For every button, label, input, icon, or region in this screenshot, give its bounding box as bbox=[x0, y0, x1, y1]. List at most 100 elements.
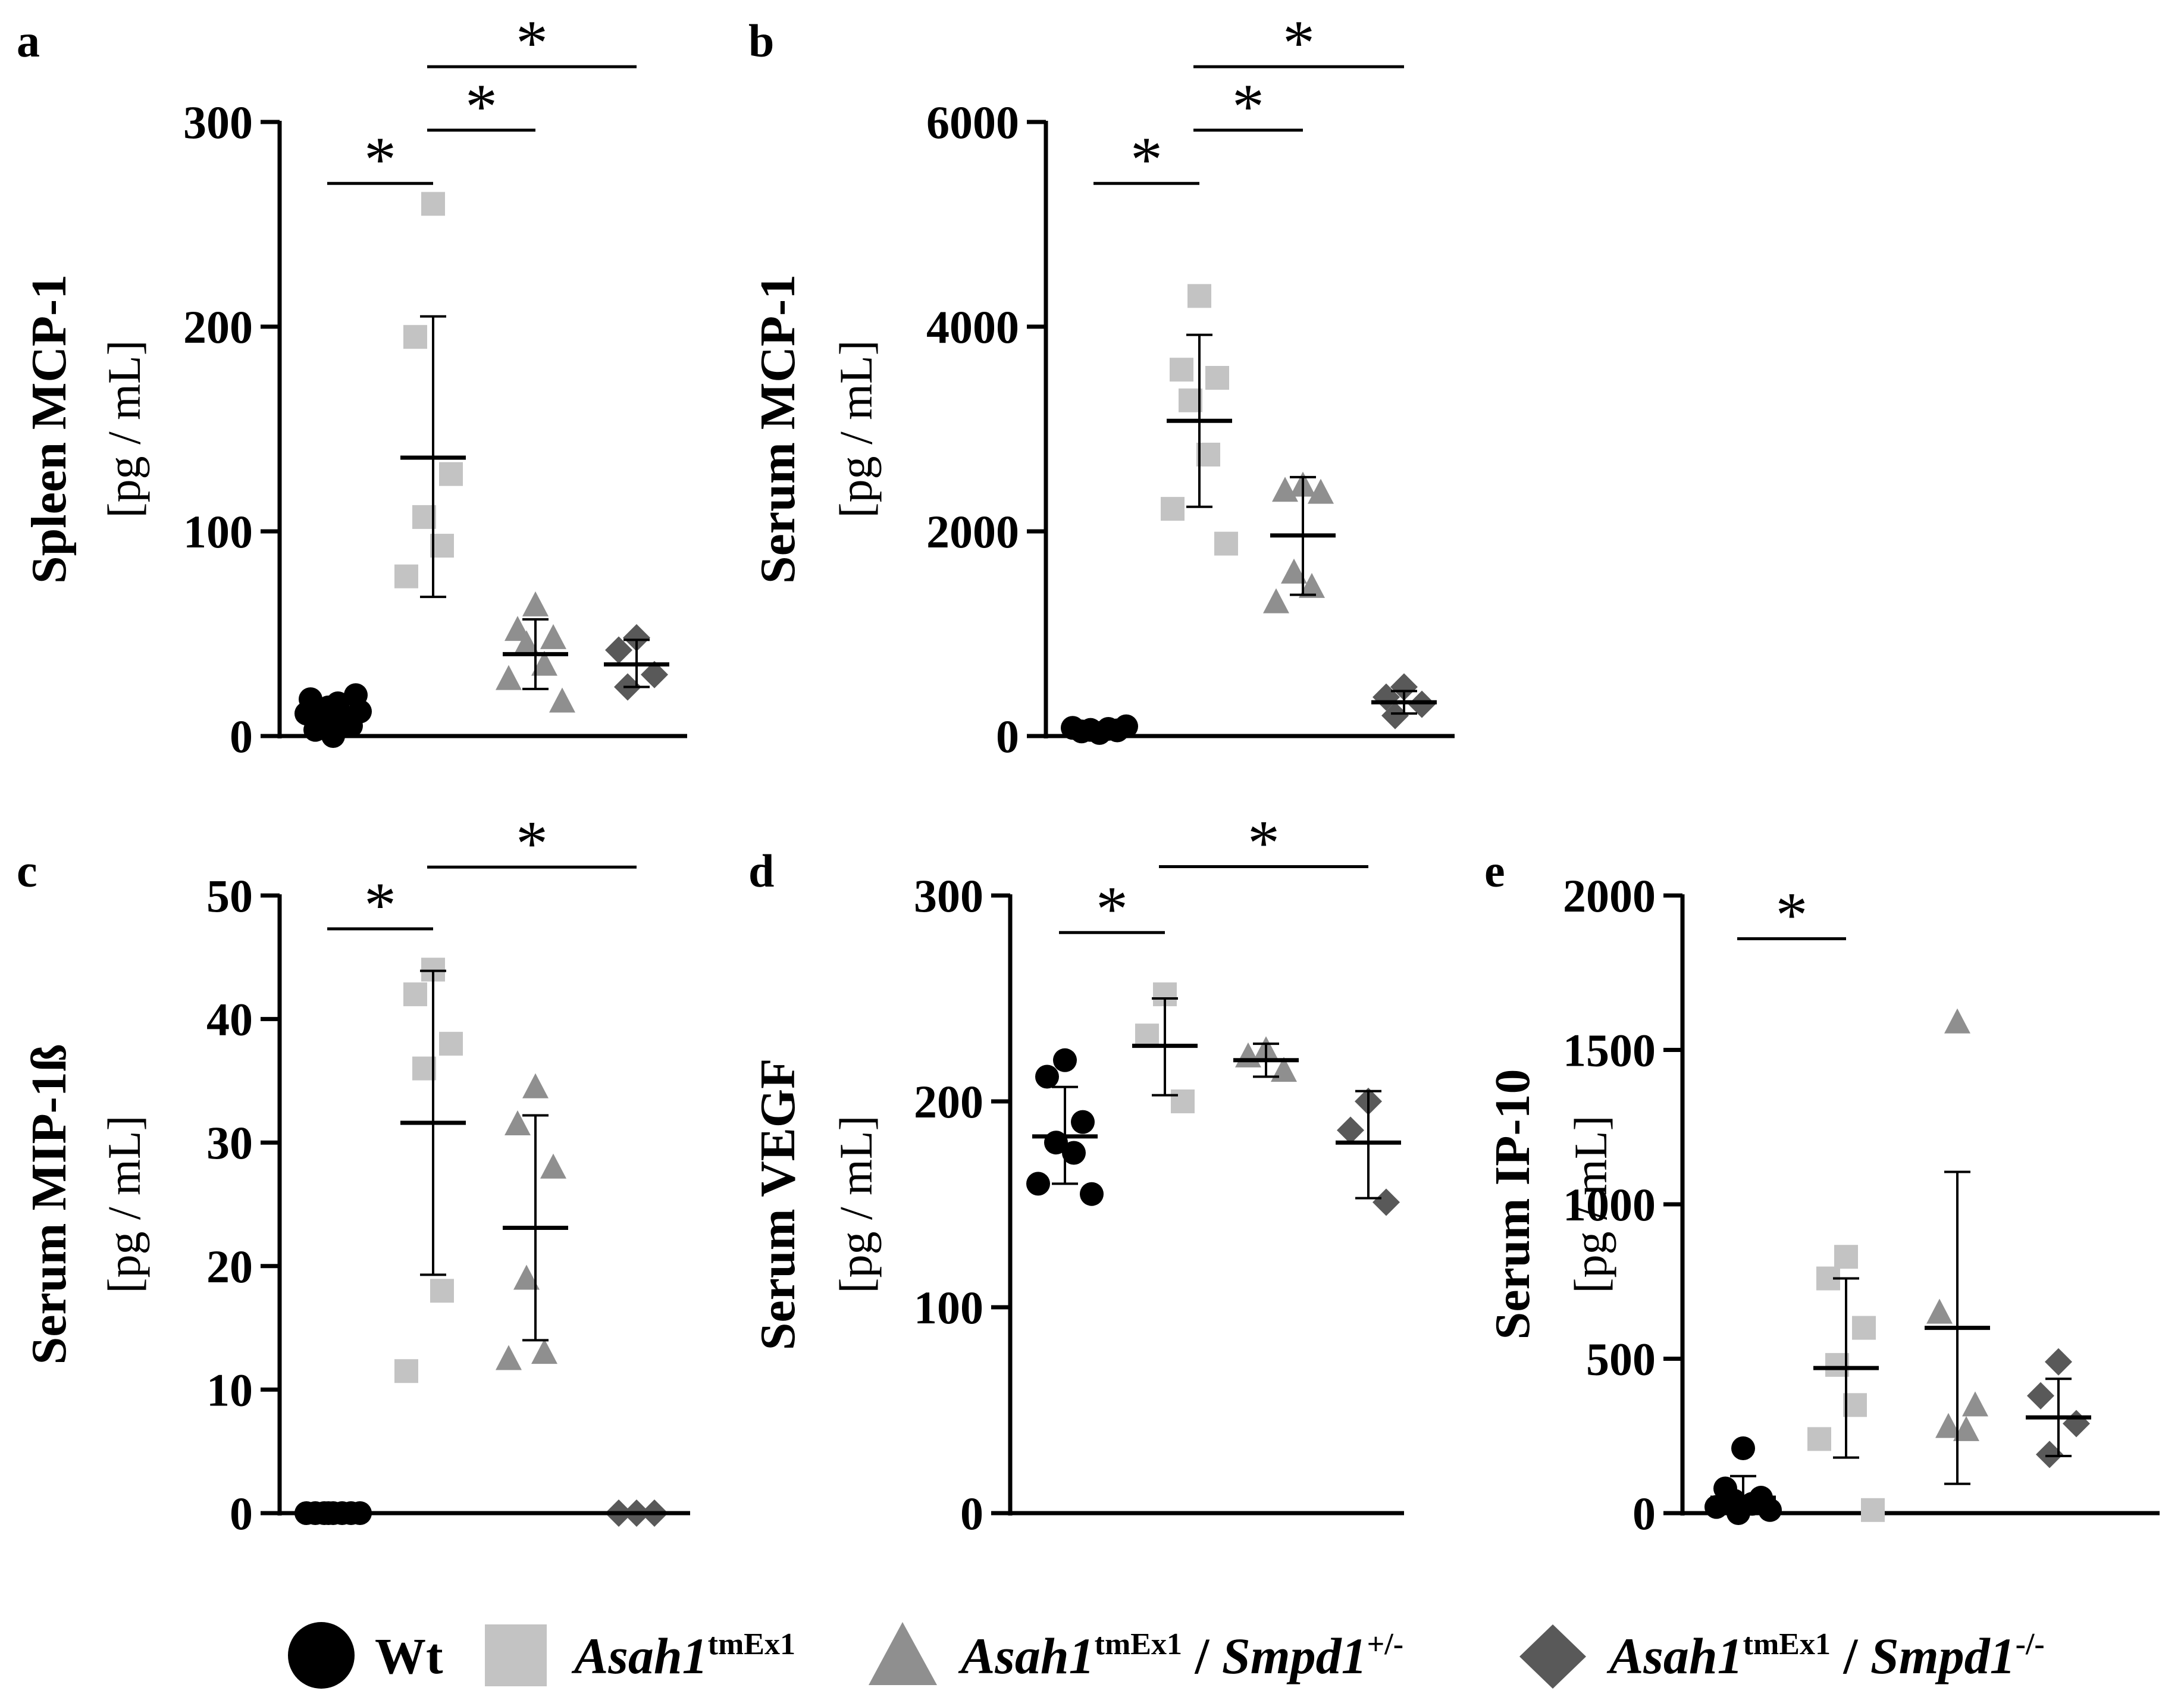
y-tick-label-e-2: 1000 bbox=[1563, 1179, 1656, 1231]
point-d-wt-1 bbox=[1035, 1064, 1059, 1089]
y-tick-label-e-0: 0 bbox=[1632, 1488, 1656, 1539]
point-c-het-5 bbox=[496, 1345, 522, 1370]
point-e-het-3 bbox=[1935, 1413, 1961, 1438]
sig-star-e-0: * bbox=[1776, 880, 1808, 951]
point-c-asah1-5 bbox=[394, 1359, 418, 1383]
y-tick-label-b-1: 2000 bbox=[926, 506, 1019, 558]
legend-wt-label: Wt bbox=[375, 1627, 443, 1685]
panel-letter-b: b bbox=[748, 15, 774, 67]
sig-star-b-0: * bbox=[1130, 124, 1162, 195]
panel-d: d Serum VEGF [pg / mL] 0 100 200 300 * * bbox=[748, 808, 1404, 1539]
point-e-ko-1 bbox=[2027, 1382, 2054, 1410]
point-e-asah1-2 bbox=[1852, 1316, 1876, 1340]
point-d-wt-4 bbox=[1062, 1141, 1086, 1165]
point-b-asah1-2 bbox=[1205, 366, 1229, 390]
point-e-asah1-0 bbox=[1834, 1245, 1858, 1269]
y-axis-unit-c: [pg / mL] bbox=[98, 1116, 150, 1294]
point-d-asah1-2 bbox=[1171, 1089, 1195, 1113]
panel-a: a Spleen MCP-1 [pg / mL] 0 100 200 300 * * * bbox=[17, 8, 687, 762]
point-c-het-2 bbox=[540, 1153, 566, 1179]
point-b-het-4 bbox=[1299, 572, 1325, 598]
y-tick-label-d-1: 100 bbox=[914, 1282, 983, 1333]
point-b-asah1-1 bbox=[1170, 358, 1193, 382]
point-d-wt-5 bbox=[1026, 1172, 1050, 1196]
y-tick-label-d-2: 200 bbox=[914, 1076, 983, 1128]
point-a-het-0 bbox=[522, 591, 549, 616]
y-tick-label-b-0: 0 bbox=[996, 710, 1019, 762]
point-a-het-3 bbox=[513, 630, 540, 656]
sig-star-b-2: * bbox=[1283, 8, 1315, 79]
point-a-het-1 bbox=[505, 616, 531, 641]
point-e-ko-2 bbox=[2063, 1410, 2090, 1438]
y-tick-label-d-0: 0 bbox=[960, 1488, 983, 1539]
point-e-wt-6 bbox=[1758, 1498, 1782, 1522]
y-tick-label-c-2: 20 bbox=[206, 1241, 253, 1292]
point-b-het-1 bbox=[1272, 477, 1298, 502]
point-a-het-6 bbox=[549, 687, 575, 713]
y-axis-title-a: Spleen MCP-1 bbox=[21, 274, 77, 584]
y-tick-label-a-2: 200 bbox=[183, 301, 253, 353]
sig-star-d-0: * bbox=[1096, 873, 1128, 944]
sig-star-c-1: * bbox=[516, 808, 548, 879]
sig-star-d-1: * bbox=[1248, 808, 1280, 879]
point-e-het-4 bbox=[1953, 1416, 1979, 1441]
y-axis-unit-d: [pg / mL] bbox=[830, 1116, 882, 1294]
point-c-het-4 bbox=[531, 1339, 557, 1364]
point-d-wt-6 bbox=[1080, 1182, 1104, 1206]
legend-ko-marker bbox=[1519, 1624, 1586, 1689]
point-a-ko-1 bbox=[605, 636, 632, 664]
point-a-asah1-1 bbox=[403, 325, 427, 349]
y-axis-unit-a: [pg / mL] bbox=[98, 340, 150, 518]
point-d-ko-2 bbox=[1373, 1188, 1400, 1216]
legend-ko-label: Asah1tmEx1 / Smpd1-/- bbox=[1606, 1627, 2045, 1685]
point-e-wt-0 bbox=[1731, 1436, 1755, 1461]
point-a-asah1-2 bbox=[439, 462, 463, 486]
point-c-asah1-1 bbox=[403, 982, 427, 1007]
legend-asah1-label: Asah1tmEx1 bbox=[571, 1627, 795, 1685]
y-tick-label-c-4: 40 bbox=[206, 994, 253, 1045]
point-b-ko-0 bbox=[1390, 673, 1418, 701]
sig-star-a-2: * bbox=[516, 8, 548, 79]
y-tick-label-c-0: 0 bbox=[230, 1488, 253, 1539]
point-b-het-2 bbox=[1308, 478, 1334, 504]
point-b-wt-6 bbox=[1114, 714, 1138, 738]
y-tick-label-b-2: 4000 bbox=[926, 301, 1019, 353]
point-d-asah1-1 bbox=[1135, 1023, 1159, 1048]
y-tick-label-a-1: 100 bbox=[183, 506, 253, 558]
panel-letter-a: a bbox=[17, 15, 40, 67]
point-b-het-3 bbox=[1281, 558, 1307, 584]
legend-het-marker bbox=[869, 1622, 937, 1685]
point-e-het-1 bbox=[1926, 1298, 1953, 1324]
point-a-ko-0 bbox=[623, 624, 650, 652]
panel-b: b Serum MCP-1 [pg / mL] 0 2000 4000 6000 * * * bbox=[748, 8, 1455, 762]
point-d-ko-1 bbox=[1337, 1116, 1364, 1144]
y-tick-label-a-3: 300 bbox=[183, 96, 253, 148]
point-b-asah1-6 bbox=[1214, 531, 1238, 556]
sig-star-b-1: * bbox=[1232, 71, 1264, 142]
y-axis-unit-e: [pg / mL] bbox=[1565, 1116, 1616, 1294]
point-a-het-4 bbox=[531, 650, 557, 676]
point-c-asah1-4 bbox=[430, 1279, 454, 1303]
point-c-het-0 bbox=[522, 1073, 549, 1098]
point-e-wt-5 bbox=[1704, 1495, 1728, 1519]
sig-star-a-0: * bbox=[364, 124, 396, 195]
point-d-wt-2 bbox=[1071, 1110, 1095, 1134]
y-axis-title-b: Serum MCP-1 bbox=[750, 274, 806, 584]
sig-star-c-0: * bbox=[364, 870, 396, 941]
legend-het-label: Asah1tmEx1 / Smpd1+/- bbox=[958, 1627, 1403, 1685]
legend-asah1-marker bbox=[485, 1624, 547, 1686]
panel-letter-e: e bbox=[1484, 845, 1505, 897]
panel-e: e Serum IP-10 [pg / mL] 0 500 1000 1500 2000 * bbox=[1484, 845, 2160, 1539]
point-e-asah1-6 bbox=[1861, 1498, 1885, 1522]
point-a-ko-2 bbox=[641, 660, 668, 688]
point-a-het-2 bbox=[540, 624, 566, 649]
y-axis-title-d: Serum VEGF bbox=[750, 1059, 806, 1351]
y-tick-label-c-1: 10 bbox=[206, 1364, 253, 1416]
point-b-asah1-5 bbox=[1161, 497, 1185, 521]
y-tick-label-e-1: 500 bbox=[1586, 1333, 1656, 1385]
point-c-asah1-2 bbox=[439, 1032, 463, 1056]
legend-wt-marker bbox=[288, 1622, 355, 1689]
point-a-het-5 bbox=[496, 665, 522, 690]
